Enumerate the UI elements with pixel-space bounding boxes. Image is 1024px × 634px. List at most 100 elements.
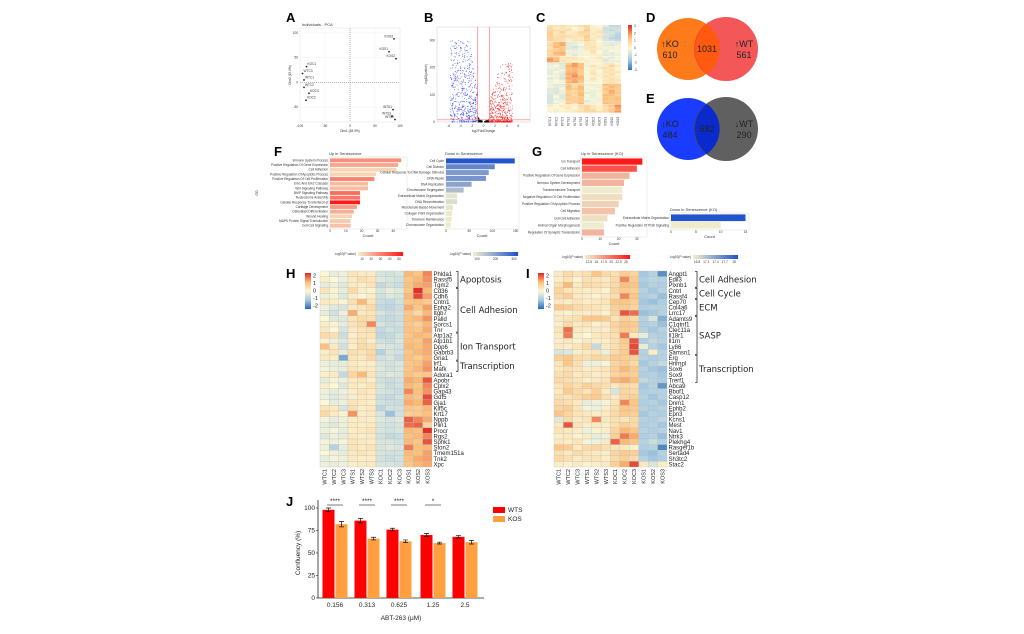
heatmap-h-cell — [422, 354, 433, 361]
volcano-point — [462, 105, 464, 107]
heatmap-c-cell — [608, 83, 615, 86]
heatmap-h-colorbar-segment — [305, 291, 311, 293]
heatmap-c-cell — [590, 64, 597, 68]
j-bar-wts — [420, 535, 433, 598]
heatmap-i-cell — [600, 438, 611, 445]
go-down-ko-colorbar-tick: 17.7 — [722, 260, 728, 264]
heatmap-i-cell — [563, 276, 573, 283]
heatmap-i-column-label: WTC3 — [576, 469, 582, 485]
volcano-point — [452, 93, 454, 95]
volcano-point — [504, 120, 505, 122]
go-up-colorbar-segment — [394, 252, 396, 256]
heatmap-c-cell — [553, 25, 560, 28]
go-up-colorbar-label: -log10(P value) — [334, 252, 356, 256]
heatmap-i-cell — [600, 455, 611, 462]
heatmap-h-cell — [366, 427, 377, 434]
volcano-point — [462, 113, 464, 115]
heatmap-h-gene-label: Tmem151a — [434, 451, 465, 457]
volcano-point — [462, 55, 464, 57]
heatmap-i-column-label: WTS3 — [604, 469, 610, 484]
heatmap-c-cell — [608, 100, 615, 103]
heatmap-c-cell — [596, 96, 603, 99]
heatmap-c-cell — [577, 100, 585, 103]
heatmap-c-colorbar-segment — [628, 26, 632, 29]
heatmap-h-cell — [347, 270, 358, 277]
heatmap-c-cell — [602, 25, 609, 28]
volcano-point — [470, 101, 472, 103]
heatmap-h-cell — [403, 433, 414, 440]
heatmap-h-cell — [385, 332, 395, 339]
go-down-ko-colorbar-segment — [730, 255, 733, 259]
volcano-point — [499, 101, 501, 103]
heatmap-h-cell — [319, 461, 330, 468]
heatmap-i-cell — [638, 444, 649, 451]
heatmap-c-cell — [553, 81, 560, 84]
heatmap-h-cell — [394, 394, 405, 400]
heatmap-h-cell — [357, 450, 367, 456]
j-y-tick: 100 — [304, 505, 315, 512]
heatmap-c-cell — [565, 37, 572, 40]
volcano-point — [490, 102, 492, 104]
go-down-ko-colorbar-segment — [726, 255, 728, 259]
go-up-ko-colorbar-segment — [589, 255, 592, 259]
heatmap-i-cell — [591, 304, 602, 311]
volcano-point — [509, 109, 511, 111]
heatmap-i-cell — [638, 354, 649, 361]
heatmap-h-cell — [422, 427, 433, 434]
heatmap-c-cell — [553, 79, 560, 82]
volcano-point — [457, 92, 459, 94]
heatmap-c-cell — [577, 58, 585, 61]
go-down-colorbar-tick: 100 — [474, 257, 480, 261]
heatmap-h-colorbar-segment — [305, 303, 311, 305]
volcano-point — [456, 93, 458, 95]
heatmap-i-gene-label: Cep70 — [669, 300, 687, 306]
volcano-point — [458, 40, 460, 42]
volcano-point — [455, 93, 457, 95]
heatmap-c-cell — [596, 56, 603, 59]
volcano-point — [505, 94, 507, 96]
volcano-point — [471, 103, 473, 105]
heatmap-h-gene-label: Sorcs1 — [434, 322, 453, 328]
volcano-point — [475, 111, 477, 112]
heatmap-c-colorbar-segment — [628, 44, 632, 47]
heatmap-i-cell — [638, 326, 649, 333]
volcano-point — [475, 117, 477, 119]
volcano-point — [451, 84, 453, 86]
heatmap-c-cell — [584, 31, 591, 34]
heatmap-i-cell — [582, 394, 592, 400]
heatmap-h-cell — [422, 321, 433, 328]
heatmap-i-gene-label: Ephb2 — [669, 406, 687, 412]
heatmap-c-cell — [596, 92, 603, 95]
volcano-point — [470, 116, 472, 118]
go-up-ko-colorbar-segment — [603, 255, 605, 259]
heatmap-i-cell — [572, 377, 583, 384]
heatmap-h-cell — [394, 405, 405, 412]
volcano-point — [460, 81, 462, 83]
heatmap-c-cell — [565, 102, 572, 105]
volcano-point — [479, 120, 481, 122]
volcano-point — [456, 53, 458, 55]
volcano-point — [503, 77, 505, 79]
heatmap-i-colorbar-segment — [538, 294, 544, 296]
volcano-point — [455, 65, 457, 67]
volcano-point — [457, 101, 459, 103]
heatmap-c-cell — [596, 50, 603, 53]
heatmap-i-cell — [591, 326, 602, 333]
heatmap-i-cell — [600, 450, 611, 456]
heatmap-i-cell — [648, 371, 658, 378]
heatmap-i-cell — [657, 349, 668, 356]
heatmap-h-cell — [329, 377, 339, 384]
heatmap-h-cell — [338, 461, 349, 468]
heatmap-h-cell — [366, 298, 377, 305]
heatmap-i-cell — [619, 371, 630, 378]
volcano-point — [457, 121, 458, 123]
volcano-point — [497, 97, 499, 98]
heatmap-i-cell — [648, 304, 658, 311]
heatmap-h-cell — [338, 282, 349, 288]
volcano-point — [497, 121, 498, 123]
go-up-ko-colorbar-segment — [624, 255, 626, 259]
j-error-bar — [358, 518, 363, 524]
heatmap-h-column-label: KOC1 — [379, 469, 385, 484]
heatmap-h-cell — [413, 405, 423, 412]
heatmap-h-cell — [366, 310, 377, 316]
